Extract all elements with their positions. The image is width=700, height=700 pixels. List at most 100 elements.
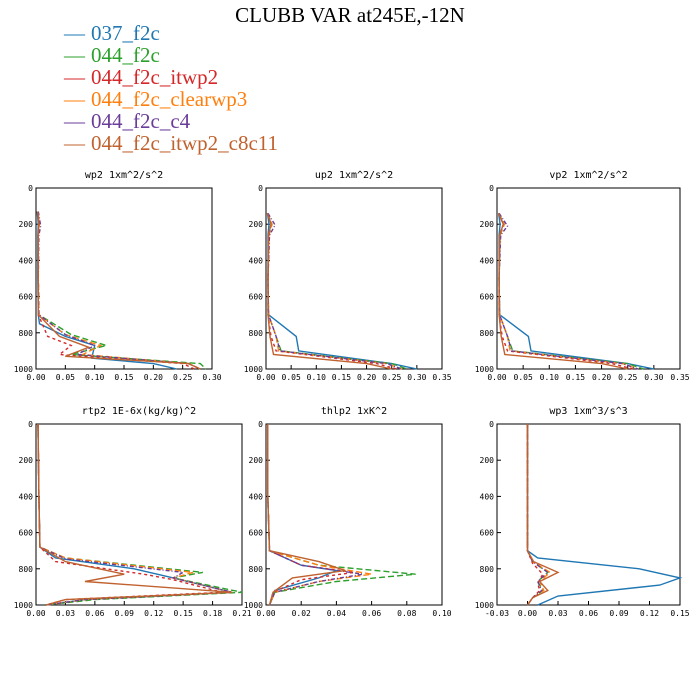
panel-title: wp2 1xm^2/s^2 [85, 170, 163, 181]
plot-frame [35, 423, 243, 606]
y-tick-label: 600 [19, 529, 34, 538]
y-tick-label: 1000 [475, 601, 494, 610]
x-tick-label: 0.15 [566, 373, 585, 382]
panel-title: wp3 1xm^3/s^3 [549, 406, 627, 417]
x-tick-label: 0.03 [56, 609, 75, 618]
x-tick-label: 0.06 [85, 609, 104, 618]
series-line [497, 213, 628, 370]
x-tick-label: 0.12 [640, 609, 659, 618]
legend-item: —044_f2c_c4 [64, 110, 278, 132]
series-line [498, 212, 639, 370]
legend-swatch: — [64, 65, 85, 89]
x-tick-label: 0.15 [670, 609, 689, 618]
legend-swatch: — [64, 109, 85, 133]
y-tick-label: 1000 [475, 365, 494, 374]
y-tick-label: 400 [480, 256, 495, 265]
x-tick-label: 0.10 [307, 373, 326, 382]
series-line [526, 424, 544, 606]
x-tick-label: 0.15 [114, 373, 133, 382]
y-tick-label: 400 [249, 256, 264, 265]
x-tick-label: 0.15 [174, 609, 193, 618]
y-tick-label: 0 [489, 420, 494, 429]
series-line [37, 423, 233, 606]
x-tick-label: 0.00 [26, 373, 45, 382]
x-tick-label: 0.05 [514, 373, 533, 382]
series-line [266, 213, 408, 370]
y-tick-label: 0 [258, 184, 263, 193]
panel-title: up2 1xm^2/s^2 [315, 170, 393, 181]
x-tick-label: 0.05 [282, 373, 301, 382]
x-tick-label: 0.30 [202, 373, 221, 382]
x-tick-label: 0.18 [203, 609, 222, 618]
x-tick-label: 0.00 [518, 609, 537, 618]
series-line [37, 423, 233, 606]
plot-frame [496, 187, 681, 370]
y-tick-label: 400 [19, 492, 34, 501]
y-tick-label: 600 [249, 529, 264, 538]
y-tick-label: 600 [480, 529, 495, 538]
y-tick-label: 200 [249, 456, 264, 465]
x-tick-label: 0.12 [144, 609, 163, 618]
y-tick-label: 0 [258, 420, 263, 429]
plot-frame [265, 187, 443, 370]
panel-title: rtp2 1E-6x(kg/kg)^2 [82, 406, 196, 417]
series-line [266, 213, 397, 370]
y-tick-label: 200 [19, 456, 34, 465]
x-tick-label: 0.06 [362, 609, 381, 618]
x-tick-label: 0.04 [327, 609, 346, 618]
legend-label: 044_f2c_clearwp3 [91, 87, 248, 111]
legend-swatch: — [64, 87, 85, 111]
legend-item: —044_f2c_clearwp3 [64, 88, 278, 110]
x-tick-label: 0.00 [256, 373, 275, 382]
series-line [266, 213, 392, 370]
series-line [497, 212, 639, 370]
y-tick-label: 0 [28, 420, 33, 429]
series-line [37, 423, 233, 606]
x-tick-label: 0.05 [56, 373, 75, 382]
legend-label: 044_f2c_itwp2 [91, 65, 219, 89]
legend-item: —044_f2c [64, 44, 278, 66]
y-tick-label: 400 [19, 256, 34, 265]
x-tick-label: 0.00 [26, 609, 45, 618]
x-tick-label: 0.02 [292, 609, 311, 618]
chart-panel: wp3 1xm^3/s^3 0 200 400 600 800 1000-0.03 0.00 0… [475, 406, 690, 618]
figure-title: CLUBB VAR at245E,-12N [235, 3, 465, 27]
x-tick-label: 0.20 [357, 373, 376, 382]
legend-label: 044_f2c_itwp2_c8c11 [91, 131, 279, 155]
x-tick-label: 0.30 [644, 373, 663, 382]
x-tick-label: 0.06 [579, 609, 598, 618]
series-line [37, 423, 233, 606]
x-tick-label: 0.10 [85, 373, 104, 382]
legend-swatch: — [64, 131, 85, 155]
x-tick-label: 0.35 [670, 373, 689, 382]
series-line [267, 424, 339, 606]
x-tick-label: 0.03 [548, 609, 567, 618]
y-tick-label: 600 [480, 293, 495, 302]
series-line [37, 211, 201, 370]
y-tick-label: 800 [480, 329, 495, 338]
y-tick-label: 200 [249, 220, 264, 229]
series-line [266, 213, 418, 370]
legend-label: 037_f2c [91, 21, 160, 45]
series-line [37, 211, 207, 370]
x-tick-label: 0.10 [432, 609, 451, 618]
x-tick-label: 0.10 [540, 373, 559, 382]
x-tick-label: 0.21 [232, 609, 251, 618]
y-tick-label: 400 [249, 492, 264, 501]
y-tick-label: 600 [19, 293, 34, 302]
x-tick-label: 0.00 [256, 609, 275, 618]
series-line [266, 213, 403, 370]
legend-label: 044_f2c [91, 43, 160, 67]
y-tick-label: 1000 [244, 601, 263, 610]
series-line [37, 423, 223, 606]
y-tick-label: 200 [19, 220, 34, 229]
legend: —037_f2c —044_f2c —044_f2c_itwp2 —044_f2… [64, 22, 278, 154]
x-tick-label: 0.00 [487, 373, 506, 382]
y-tick-label: 200 [480, 220, 495, 229]
plot-frame [265, 423, 443, 606]
y-tick-label: 800 [19, 565, 34, 574]
